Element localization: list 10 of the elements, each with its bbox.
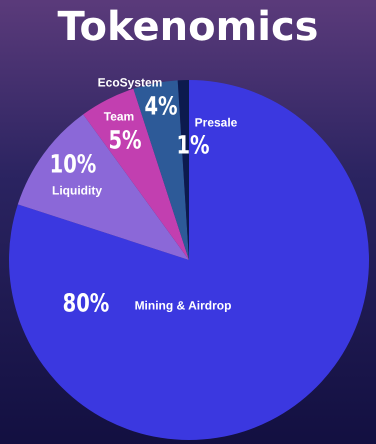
slice-label: Liquidity (52, 183, 102, 198)
data-label: 80% (62, 289, 110, 318)
data-label: 5% (108, 126, 142, 156)
chart-title: Tokenomics (56, 4, 320, 50)
slice-label: Presale (194, 115, 238, 130)
slice-label: Mining & Airdrop (134, 298, 232, 312)
slice-label: Team (104, 109, 134, 124)
data-label: 4% (144, 92, 178, 122)
slice-label: EcoSystem (98, 75, 162, 90)
data-label: 10% (50, 150, 96, 180)
